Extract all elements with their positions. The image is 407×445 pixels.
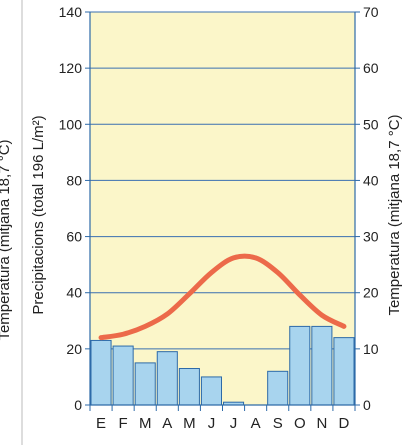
left-tick-label: 140 [59,4,83,20]
axes [89,12,356,411]
left-tick-label: 60 [66,229,82,245]
month-label: M [183,415,196,432]
left-tick-label: 20 [66,341,82,357]
right-tick-label: 50 [363,116,379,132]
month-label: M [139,415,152,432]
precipitation-bar [289,325,311,406]
left-tick-label: 120 [59,60,83,76]
left-axis-title: Precipitacions (total 196 L/m²) [30,115,47,314]
month-label: E [96,415,106,432]
left-tick-label: 100 [59,116,83,132]
month-label: A [162,415,172,432]
right-axis-title: Temperatura (mitjana 18,7 °C) [386,114,403,315]
left-tick-labels: 0 20 40 60 80 100 120 140 [59,4,90,413]
precipitation-bar [200,376,223,406]
precipitation-bar [178,368,200,406]
right-tick-label: 40 [363,172,379,188]
plot-area [90,12,355,405]
precipitation-bar [311,325,333,406]
right-tick-label: 10 [363,341,379,357]
right-tick-label: 30 [363,229,379,245]
right-tick-label: 20 [363,285,379,301]
left-tick-label: 0 [74,397,82,413]
temperature-curve [98,253,347,341]
month-label: J [208,415,216,432]
gridlines [90,11,355,350]
month-label: F [119,415,128,432]
right-tick-label: 60 [363,60,379,76]
month-label: D [339,415,350,432]
month-label: O [294,415,306,432]
precipitation-bar [333,337,355,406]
month-label: A [251,415,261,432]
precipitation-bar [267,370,289,406]
temperature-line [98,253,347,341]
right-tick-label: 0 [363,397,371,413]
left-tick-label: 40 [66,285,82,301]
month-label: N [316,415,327,432]
right-tick-label: 70 [363,4,379,20]
month-label: J [230,415,238,432]
right-tick-labels: 0 10 20 30 40 50 60 70 [355,4,379,413]
month-label: S [273,415,283,432]
precipitation-bar [90,339,112,406]
left-edge-axis-fragment: Temperatura (mitjana 18,7 °C) [0,139,13,340]
precipitation-bar [134,362,156,406]
precipitation-bar [112,345,134,406]
left-tick-label: 80 [66,172,82,188]
precipitation-bar [156,351,178,406]
